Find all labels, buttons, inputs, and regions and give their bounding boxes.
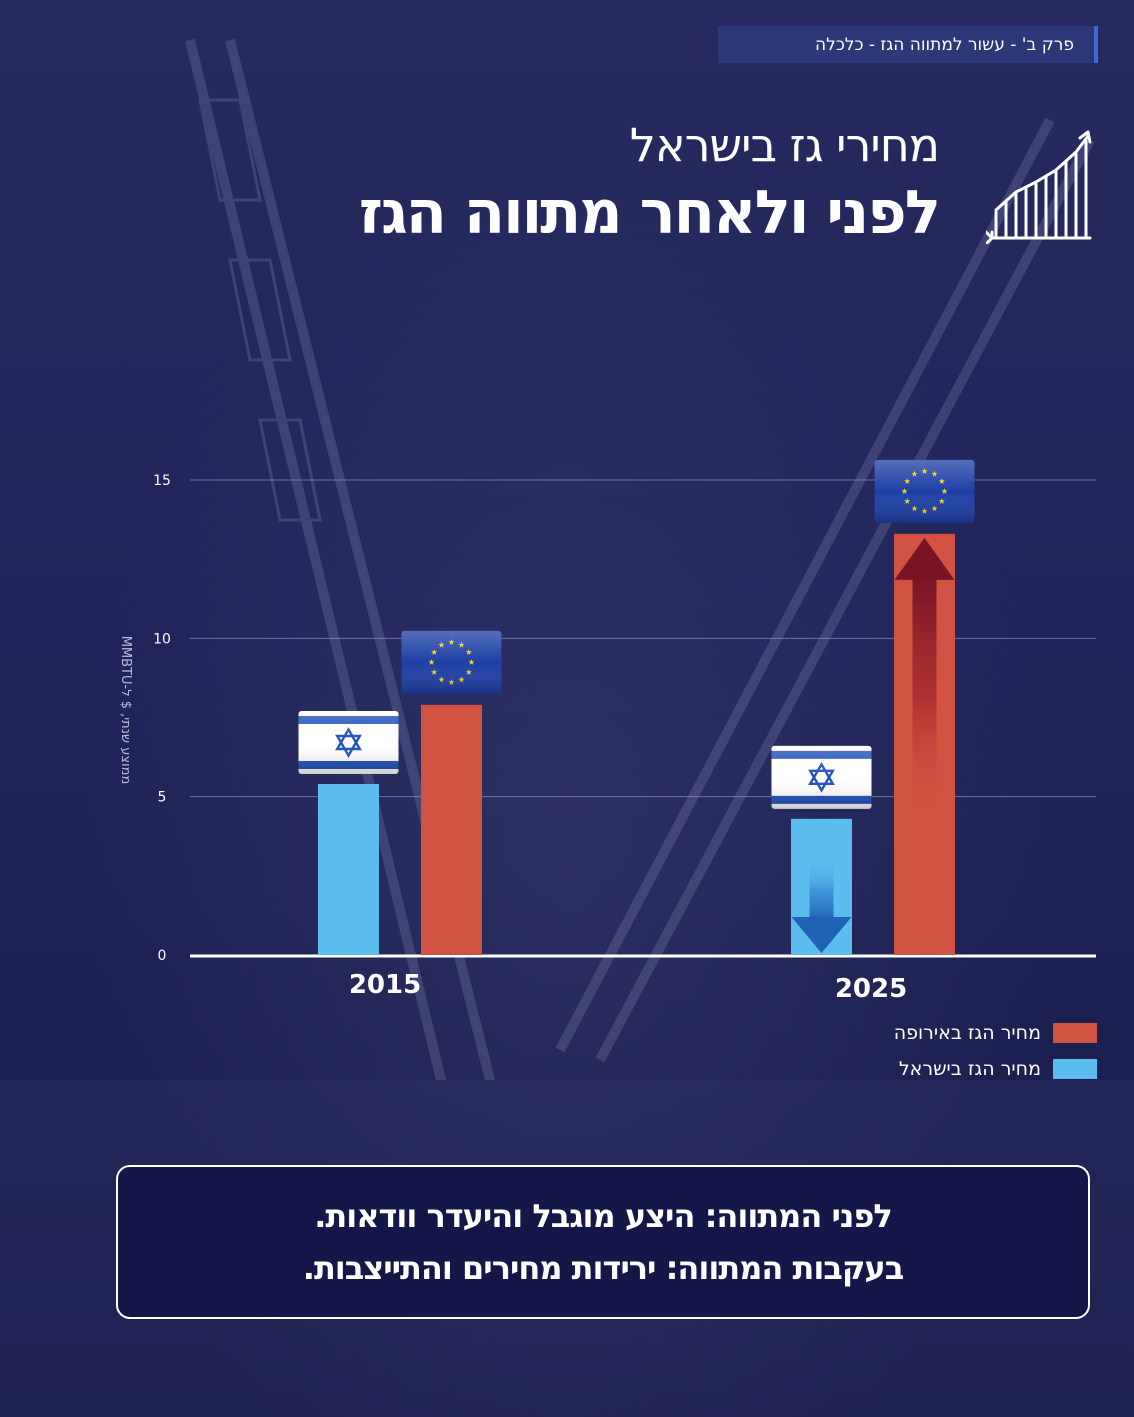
legend-item-israel: מחיר הגז בישראל bbox=[899, 1058, 1097, 1080]
page-subtitle: מחירי גז בישראל bbox=[629, 118, 940, 172]
bar-israel-2015 bbox=[318, 784, 379, 955]
eu-flag-icon bbox=[401, 630, 502, 694]
y-tick-label: 10 bbox=[153, 631, 171, 647]
legend-item-europe: מחיר הגז באירופה bbox=[894, 1022, 1097, 1044]
y-tick-label: 15 bbox=[153, 473, 171, 489]
legend-label-europe: מחיר הגז באירופה bbox=[893, 1022, 1041, 1044]
page-title: לפני ולאחר מתווה הגז bbox=[358, 178, 941, 248]
callout-line-after: בעקבות המתווה: ירידות מחירים והתייצבות. bbox=[302, 1249, 904, 1287]
bar-europe-2015 bbox=[421, 704, 482, 955]
callout-line-before: לפני המתווה: היצע מוגבל והיעדר וודאות. bbox=[314, 1197, 893, 1235]
israel-flag-icon bbox=[298, 711, 399, 774]
y-tick-label: 5 bbox=[158, 790, 167, 806]
x-category-label: 2025 bbox=[835, 974, 907, 1004]
summary-callout: לפני המתווה: היצע מוגבל והיעדר וודאות. ב… bbox=[116, 1165, 1090, 1319]
breadcrumb-text: פרק ב' - עשור למתווה הגז - כלכלה bbox=[815, 34, 1074, 55]
israel-flag-icon bbox=[771, 745, 872, 809]
eu-flag-icon bbox=[874, 459, 975, 523]
x-category-label: 2015 bbox=[349, 970, 421, 1000]
breadcrumb: פרק ב' - עשור למתווה הגז - כלכלה bbox=[718, 26, 1098, 63]
y-axis-label: ממוצע שנתי, $ ל-MMBTU bbox=[118, 636, 133, 785]
y-tick-label: 0 bbox=[158, 948, 167, 964]
legend-label-israel: מחיר הגז בישראל bbox=[898, 1058, 1041, 1080]
legend-swatch-europe bbox=[1053, 1023, 1097, 1043]
down-arrow-icon bbox=[791, 858, 852, 953]
legend-swatch-israel bbox=[1053, 1059, 1097, 1079]
up-arrow-icon bbox=[894, 537, 955, 819]
chart-trend-icon bbox=[986, 130, 1092, 244]
